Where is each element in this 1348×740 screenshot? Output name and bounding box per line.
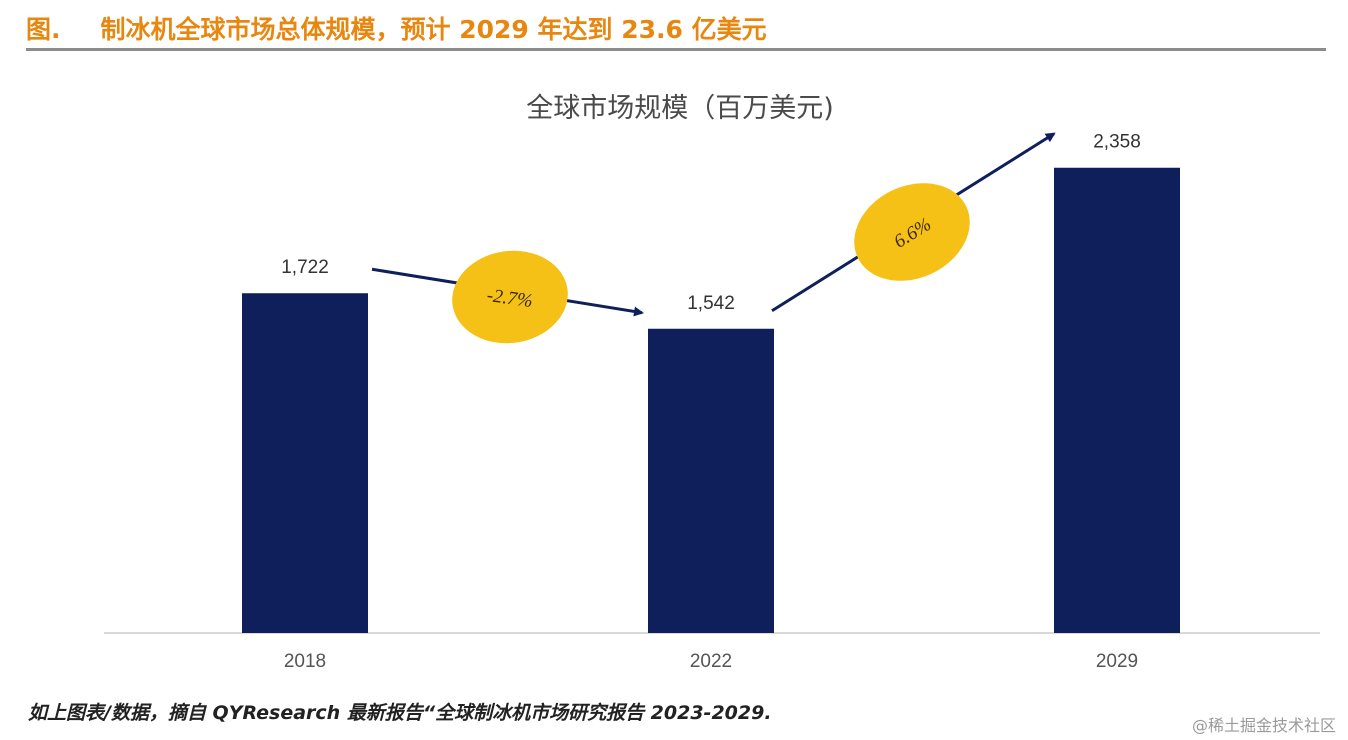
value-label-2018: 1,722 [281, 257, 329, 278]
x-tick-label-2018: 2018 [284, 651, 326, 672]
bar-2018 [242, 293, 368, 633]
value-label-2022: 1,542 [687, 293, 735, 314]
figure-label: 图. [26, 15, 61, 44]
growth-badge-2022-2029 [854, 183, 970, 281]
figure-title: 制冰机全球市场总体规模，预计 2029 年达到 23.6 亿美元 [100, 15, 767, 44]
growth-badge-2018-2022 [452, 250, 568, 344]
bar-2022 [648, 328, 774, 633]
value-label-2029: 2,358 [1093, 132, 1141, 153]
bar-2029 [1054, 167, 1180, 633]
header-divider [26, 48, 1326, 51]
x-tick-label-2022: 2022 [690, 651, 732, 672]
figure-header: 图. 制冰机全球市场总体规模，预计 2029 年达到 23.6 亿美元 [26, 10, 767, 46]
chart-title: 全球市场规模（百万美元) [526, 93, 834, 124]
source-note: 如上图表/数据，摘自 QYResearch 最新报告“全球制冰机市场研究报告 2… [28, 702, 772, 724]
x-tick-label-2029: 2029 [1096, 651, 1138, 672]
watermark: @稀土掘金技术社区 [1191, 716, 1336, 735]
